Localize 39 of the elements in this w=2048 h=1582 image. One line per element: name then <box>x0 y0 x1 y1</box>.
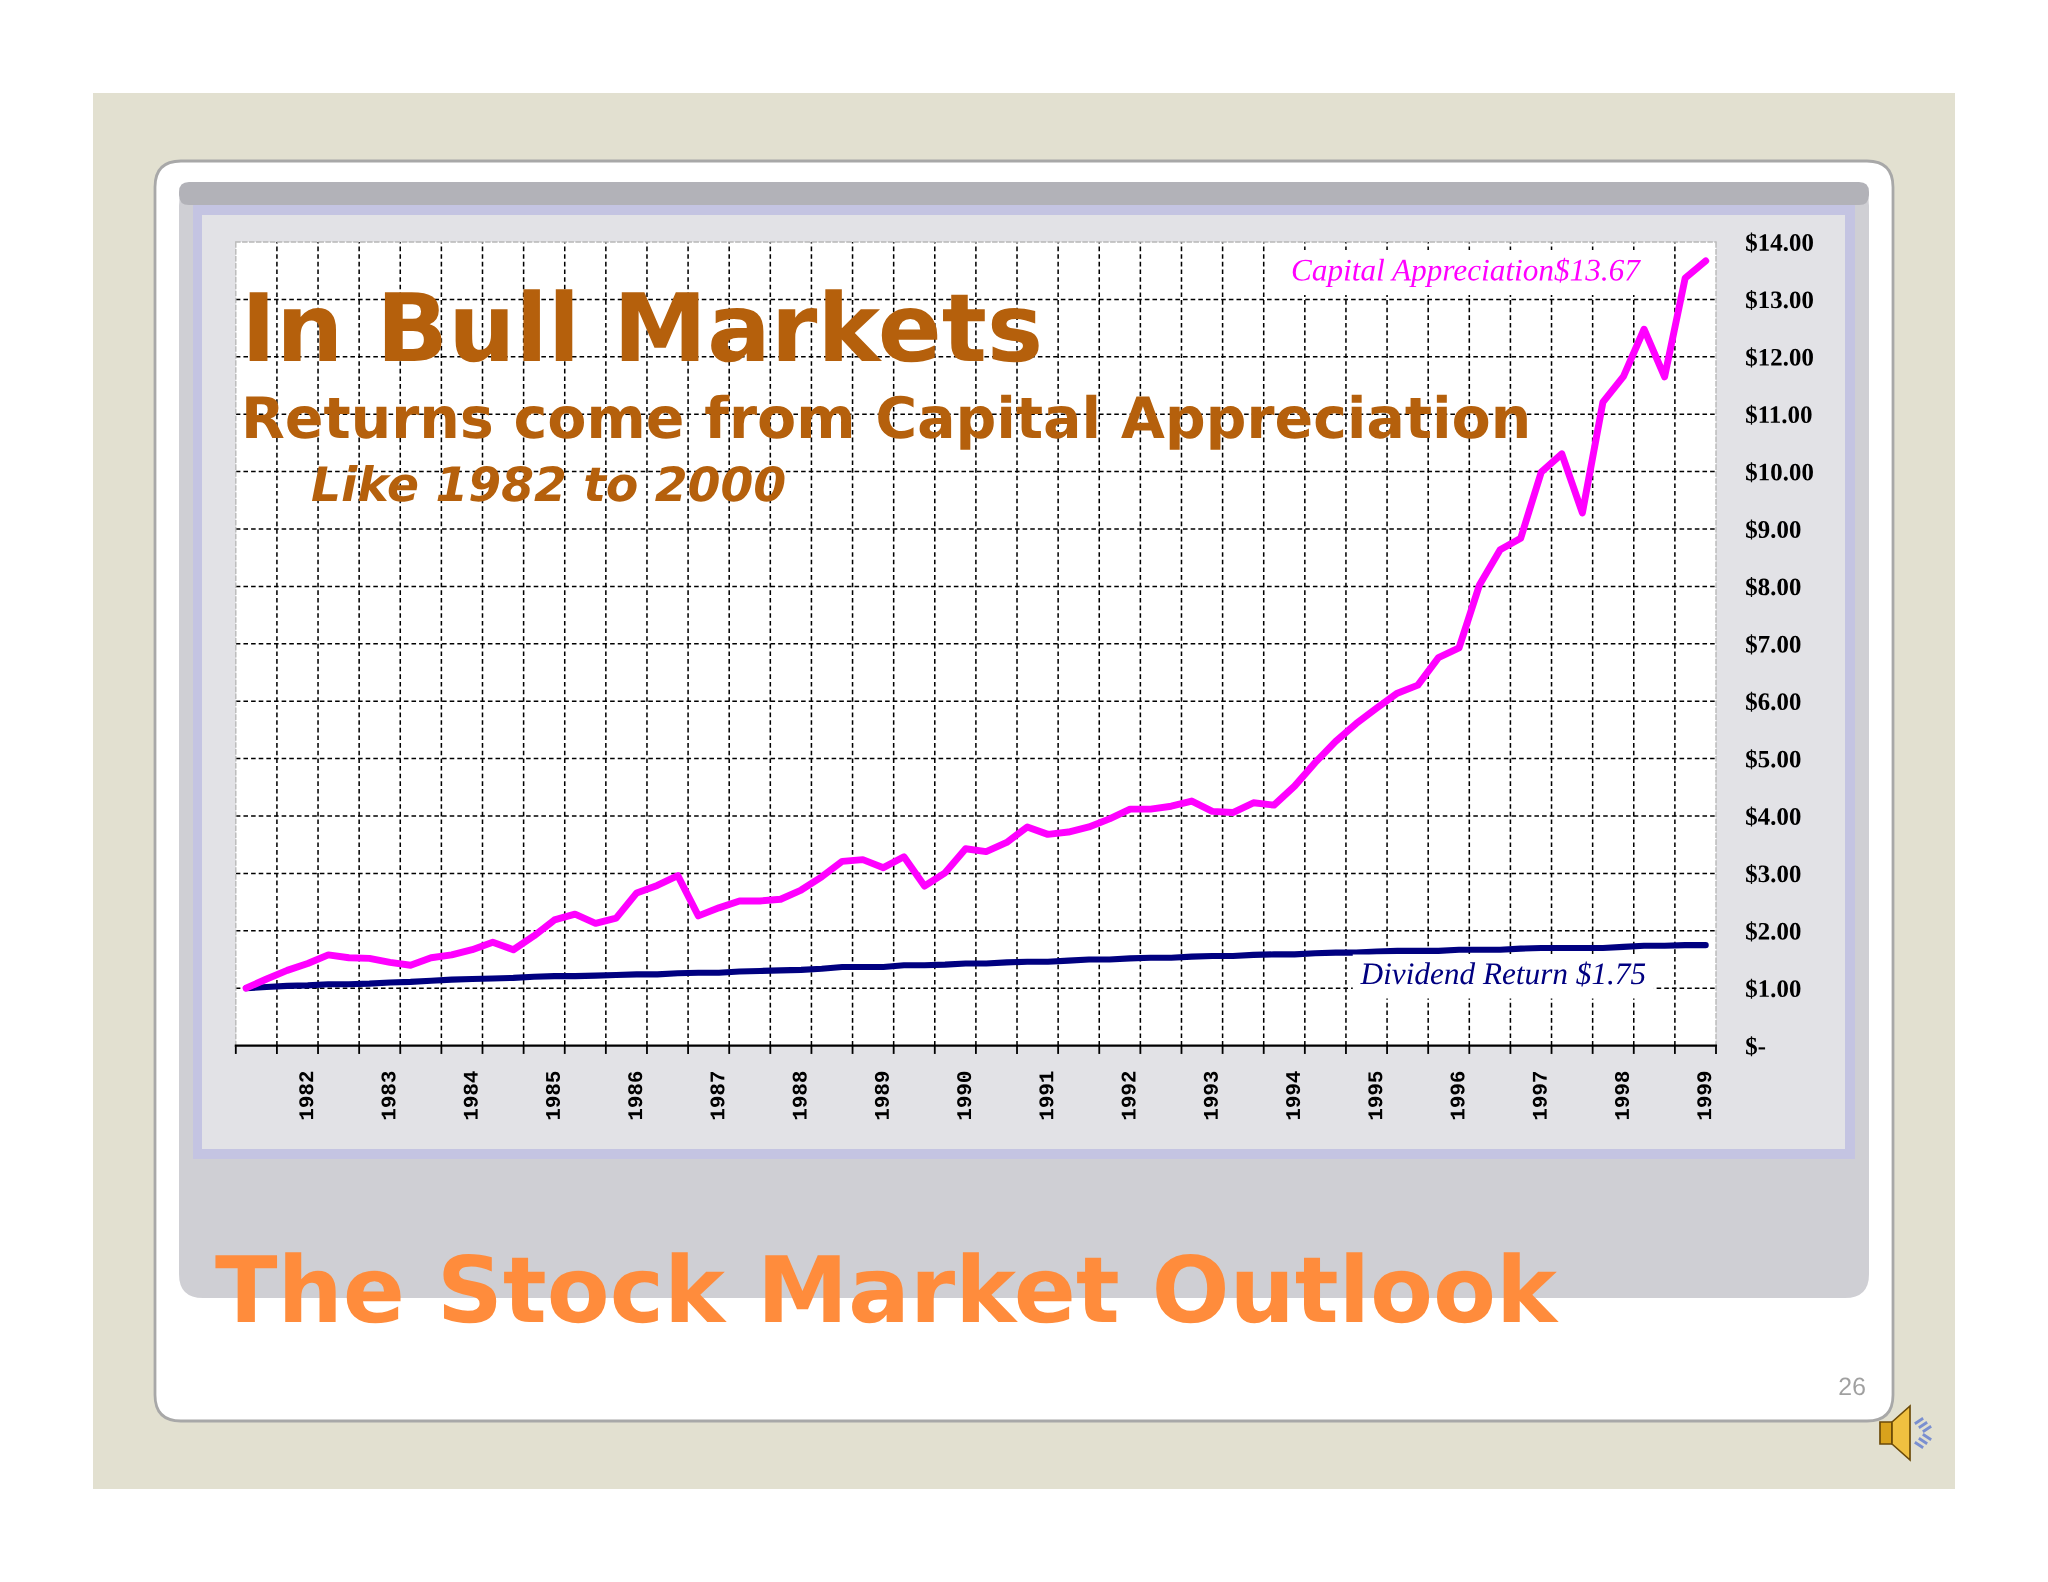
x-tick-label: 1990 <box>957 1071 972 1120</box>
y-tick-label: $- <box>1746 1036 1766 1057</box>
y-tick-label: $5.00 <box>1746 749 1801 770</box>
y-tick-label: $6.00 <box>1746 691 1801 712</box>
x-tick-label: 1999 <box>1697 1071 1712 1120</box>
x-tick-label: 1991 <box>1039 1071 1054 1120</box>
x-tick-label: 1987 <box>710 1072 725 1120</box>
x-tick-label: 1992 <box>1121 1071 1136 1120</box>
y-tick-label: $10.00 <box>1746 462 1813 483</box>
text: The Stock Market Outlook <box>215 1252 1559 1324</box>
y-tick-label: $13.00 <box>1746 289 1813 310</box>
series-label: Dividend Return $1.75 <box>1360 961 1646 987</box>
x-tick-label: 1996 <box>1450 1071 1465 1120</box>
x-tick-label: 1988 <box>792 1071 807 1120</box>
x-tick-label: 1998 <box>1614 1071 1630 1120</box>
y-tick-label: $12.00 <box>1746 347 1813 368</box>
x-tick-label: 1997 <box>1532 1072 1547 1120</box>
x-tick-label: 1989 <box>874 1071 889 1120</box>
y-tick-label: $11.00 <box>1746 404 1812 425</box>
y-tick-label: $2.00 <box>1746 921 1801 942</box>
y-tick-label: $7.00 <box>1746 634 1801 655</box>
x-tick-label: 1995 <box>1368 1071 1383 1120</box>
text: 26 <box>1839 1377 1865 1396</box>
x-tick-label: 1985 <box>545 1071 561 1120</box>
y-tick-label: $1.00 <box>1746 978 1801 999</box>
y-tick-label: $14.00 <box>1746 232 1813 253</box>
x-tick-label: 1993 <box>1203 1071 1218 1120</box>
y-tick-label: $3.00 <box>1746 863 1801 884</box>
x-tick-label: 1982 <box>299 1071 314 1120</box>
x-tick-label: 1994 <box>1286 1071 1301 1120</box>
x-tick-label: 1986 <box>628 1071 643 1120</box>
y-tick-label: $9.00 <box>1746 519 1801 540</box>
x-tick-label: 1983 <box>381 1071 396 1120</box>
y-tick-label: $8.00 <box>1746 576 1801 597</box>
y-tick-label: $4.00 <box>1746 806 1801 827</box>
chart-title: In Bull Markets <box>249 289 1039 363</box>
series-label: Capital Appreciation$13.67 <box>1292 257 1641 288</box>
x-tick-label: 1984 <box>463 1071 478 1120</box>
annotation: Like 1982 to 2000 <box>311 465 785 502</box>
